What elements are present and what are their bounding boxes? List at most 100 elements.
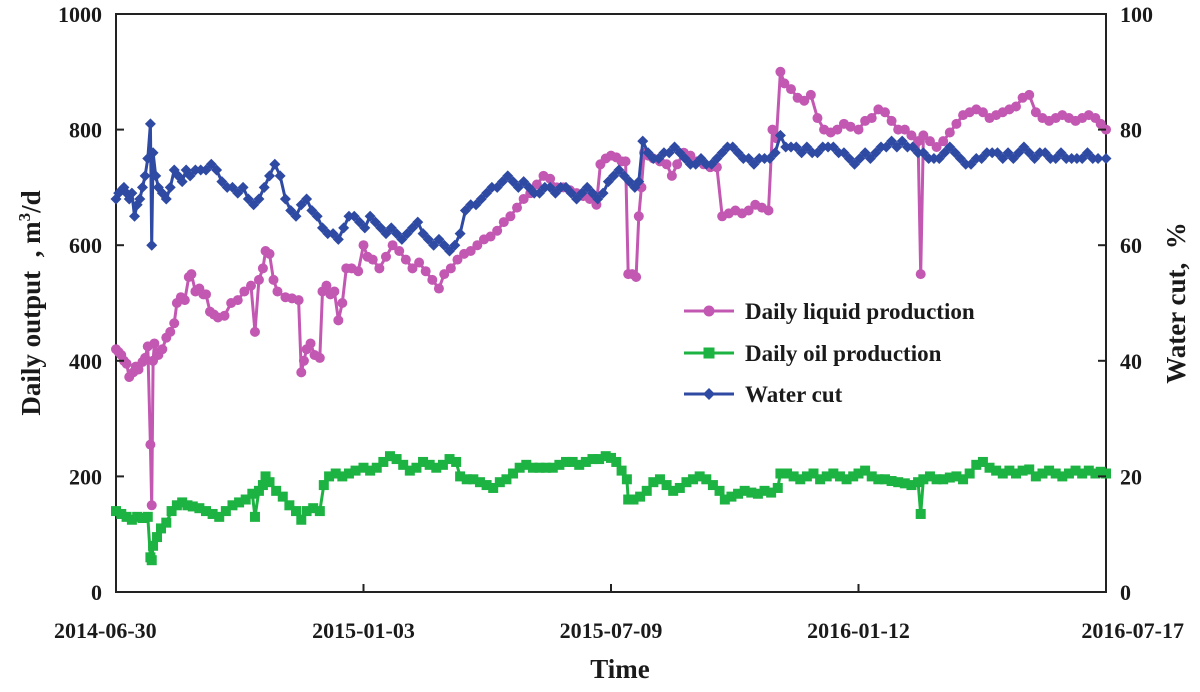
point-oil xyxy=(214,511,225,522)
point-oil xyxy=(488,482,499,493)
point-water xyxy=(1100,153,1112,164)
point-water xyxy=(248,199,260,211)
point-oil xyxy=(915,508,926,519)
point-oil xyxy=(931,474,942,485)
point-oil xyxy=(661,480,672,491)
point-oil xyxy=(249,511,260,522)
point-liquid xyxy=(666,170,677,181)
point-oil xyxy=(739,485,750,496)
point-water xyxy=(624,176,636,188)
point-water xyxy=(454,228,466,240)
point-water xyxy=(576,187,588,199)
point-water xyxy=(571,193,583,205)
point-oil xyxy=(1095,466,1106,477)
point-water xyxy=(364,210,376,222)
point-water xyxy=(311,210,323,222)
point-water xyxy=(481,187,493,199)
point-water xyxy=(838,147,850,159)
point-water xyxy=(534,187,546,199)
point-oil xyxy=(277,491,288,502)
point-oil xyxy=(899,478,910,489)
point-liquid xyxy=(899,124,910,135)
point-water xyxy=(939,147,951,159)
point-oil xyxy=(337,471,348,482)
point-oil xyxy=(654,474,665,485)
point-oil xyxy=(384,451,395,462)
point-oil xyxy=(257,480,268,491)
point-oil xyxy=(177,497,188,508)
point-oil xyxy=(873,474,884,485)
point-oil xyxy=(1011,468,1021,479)
legend-item-water: Water cut xyxy=(684,382,843,407)
point-oil xyxy=(906,480,917,491)
point-liquid xyxy=(367,254,378,265)
point-liquid xyxy=(545,173,556,184)
point-oil xyxy=(879,474,890,485)
point-liquid xyxy=(518,193,529,204)
legend-item-liquid: Daily liquid production xyxy=(684,299,975,324)
point-liquid xyxy=(512,202,523,213)
point-water xyxy=(790,141,802,153)
point-oil xyxy=(971,459,982,470)
point-water xyxy=(544,181,556,193)
point-liquid xyxy=(253,274,264,285)
point-liquid xyxy=(853,124,864,135)
point-water xyxy=(449,239,461,251)
point-oil xyxy=(296,514,307,525)
point-water xyxy=(690,158,702,170)
point-oil xyxy=(1004,465,1015,476)
point-oil xyxy=(481,480,492,491)
point-oil xyxy=(391,454,402,465)
point-oil xyxy=(541,462,552,473)
point-liquid xyxy=(915,269,926,280)
point-water xyxy=(306,205,318,217)
point-liquid xyxy=(951,118,962,129)
legend-liquid-marker xyxy=(703,305,715,317)
point-water xyxy=(146,239,158,251)
point-oil xyxy=(759,485,770,496)
point-oil xyxy=(1017,465,1028,476)
point-oil xyxy=(801,471,812,482)
point-oil xyxy=(997,468,1008,479)
point-oil xyxy=(1101,468,1111,479)
point-oil xyxy=(991,465,1002,476)
point-water xyxy=(560,181,572,193)
point-oil xyxy=(918,474,929,485)
point-water xyxy=(301,193,313,205)
point-water xyxy=(870,147,882,159)
point-water xyxy=(653,153,665,164)
point-water xyxy=(933,153,945,164)
point-liquid xyxy=(400,254,411,265)
legend-item-oil: Daily oil production xyxy=(684,341,942,366)
point-water xyxy=(586,187,598,199)
point-oil xyxy=(808,468,819,479)
point-water xyxy=(285,205,297,217)
point-water xyxy=(891,141,903,153)
point-water xyxy=(507,176,519,188)
series-layer xyxy=(110,66,1112,566)
point-liquid xyxy=(1011,101,1021,112)
point-oil xyxy=(330,468,341,479)
point-oil xyxy=(148,540,159,551)
point-liquid xyxy=(445,263,456,274)
point-liquid xyxy=(1024,89,1035,100)
point-water xyxy=(854,153,866,164)
point-liquid xyxy=(305,338,316,349)
point-water xyxy=(385,222,397,234)
point-water xyxy=(732,147,744,159)
point-water xyxy=(764,153,776,164)
point-liquid xyxy=(381,251,391,262)
point-oil xyxy=(611,456,622,467)
point-water xyxy=(274,170,286,182)
point-water xyxy=(295,199,307,211)
point-water xyxy=(597,187,609,199)
point-oil xyxy=(746,487,757,498)
point-liquid xyxy=(149,338,160,349)
point-water xyxy=(369,216,381,228)
point-water xyxy=(637,135,649,147)
point-liquid xyxy=(140,352,151,363)
point-oil xyxy=(234,497,245,508)
point-oil xyxy=(132,511,143,522)
point-water xyxy=(126,187,138,199)
point-oil xyxy=(782,468,793,479)
